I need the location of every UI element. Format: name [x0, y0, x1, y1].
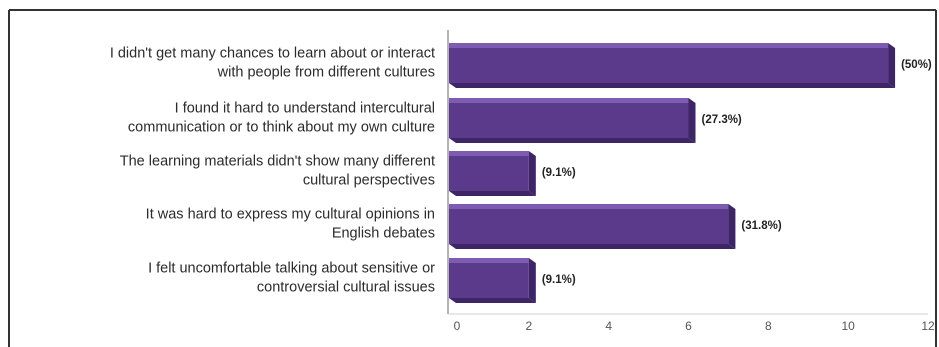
axis-layer: [447, 30, 928, 315]
category-label: I found it hard to understand intercultu…: [175, 100, 435, 116]
bar-layer: [449, 43, 896, 303]
bar-bottom-face: [449, 83, 896, 88]
category-label: I didn't get many chances to learn about…: [110, 45, 435, 61]
bar-top-highlight: [449, 204, 729, 209]
bar-side-face: [888, 43, 896, 88]
data-label: (9.1%): [542, 274, 576, 286]
bar-top-highlight: [449, 43, 889, 48]
x-tick-label: 2: [525, 319, 532, 333]
x-tick-label: 8: [765, 319, 772, 333]
bar: [449, 151, 529, 191]
bar: [449, 98, 689, 138]
x-tick-label: 0: [454, 319, 461, 333]
category-label: English debates: [332, 225, 435, 241]
label-layer: (50%) I didn't get many chances to learn …: [110, 45, 932, 295]
x-tick-label: 12: [921, 319, 935, 333]
data-label: (27.3%): [702, 114, 742, 126]
bar: [449, 258, 529, 298]
category-label: controversial cultural issues: [257, 279, 435, 295]
bar-bottom-face: [449, 298, 536, 303]
bar: [449, 43, 889, 83]
bar-side-face: [528, 258, 536, 303]
category-label: cultural perspectives: [303, 172, 435, 188]
bar-bottom-face: [449, 138, 696, 143]
category-label: with people from different cultures: [217, 64, 435, 80]
data-label: (31.8%): [741, 220, 781, 232]
bar-side-face: [728, 204, 736, 249]
category-label: I felt uncomfortable talking about sensi…: [148, 260, 435, 276]
data-label: (9.1%): [542, 167, 576, 179]
category-label: It was hard to express my cultural opini…: [146, 206, 435, 222]
bar-bottom-face: [449, 244, 736, 249]
bar-top-highlight: [449, 98, 689, 103]
x-tick-label: 6: [685, 319, 692, 333]
x-tick-label: 10: [841, 319, 855, 333]
bar-top-highlight: [449, 151, 529, 156]
category-label: The learning materials didn't show many …: [120, 153, 435, 169]
category-label: communication or to think about my own c…: [128, 119, 435, 135]
tick-layer: 0 2 4 6 8 10 12: [454, 319, 935, 333]
x-tick-label: 4: [605, 319, 612, 333]
bar-side-face: [688, 98, 696, 143]
data-label: (50%): [901, 59, 932, 71]
bar-top-highlight: [449, 258, 529, 263]
bar-side-face: [528, 151, 536, 196]
bar-bottom-face: [449, 191, 536, 196]
bar: [449, 204, 729, 244]
